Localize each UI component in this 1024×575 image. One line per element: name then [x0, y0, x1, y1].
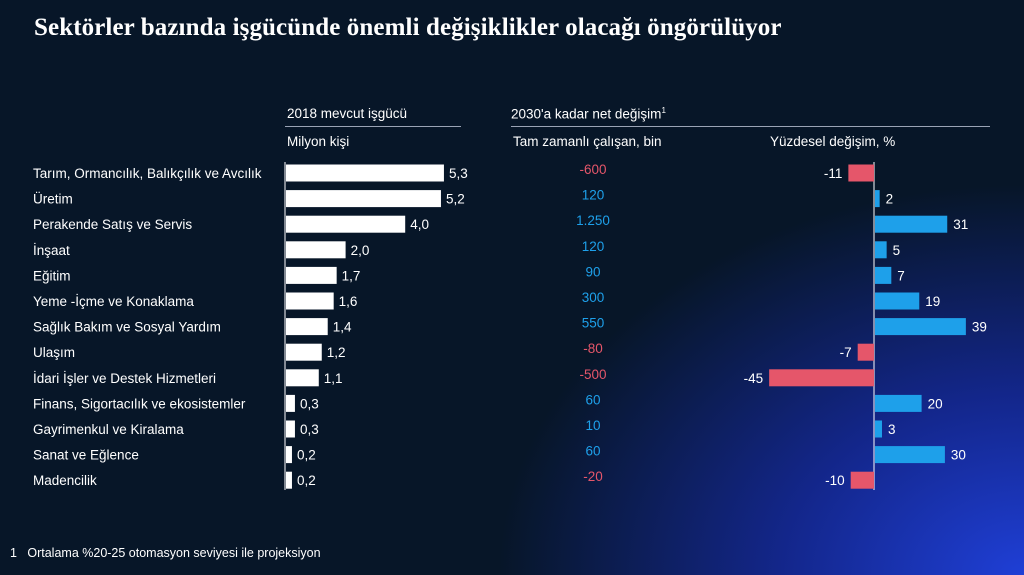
workforce-bar [286, 471, 292, 489]
pct-unit: Yüzdesel değişim, % [770, 134, 896, 149]
pct-change-label: -45 [744, 371, 764, 386]
pct-change-bar [875, 215, 948, 233]
workforce-bar [286, 266, 337, 284]
fte-change-value: -500 [579, 367, 606, 382]
workforce-value-label: 0,2 [297, 473, 316, 488]
pct-change-bar [848, 164, 874, 182]
pct-change-label: 39 [972, 320, 987, 335]
pct-change-bar [875, 292, 920, 310]
pct-change-label: 30 [951, 448, 966, 463]
workforce-value-label: 1,6 [339, 294, 358, 309]
workforce-header: 2018 mevcut işgücü [287, 106, 408, 121]
workforce-bar [286, 190, 441, 208]
workforce-header-rule [285, 126, 461, 127]
workforce-value-label: 5,2 [446, 192, 465, 207]
category-label: Madencilik [33, 473, 97, 488]
workforce-bar [286, 420, 295, 438]
workforce-value-label: 1,4 [333, 320, 352, 335]
workforce-bar [286, 394, 295, 412]
fte-unit: Tam zamanlı çalışan, bin [513, 134, 662, 149]
fte-change-value: 60 [585, 444, 600, 459]
pct-change-label: 5 [893, 243, 901, 258]
pct-change-bar [875, 241, 887, 259]
category-label: Sağlık Bakım ve Sosyal Yardım [33, 320, 221, 335]
workforce-value-label: 0,2 [297, 448, 316, 463]
category-label: Gayrimenkul ve Kiralama [33, 422, 184, 437]
pct-change-label: -11 [824, 166, 843, 181]
workforce-bar [286, 292, 334, 310]
workforce-value-label: 5,3 [449, 166, 468, 181]
workforce-bar [286, 318, 328, 336]
change-header-footnote-mark: 1 [661, 106, 666, 115]
workforce-value-label: 1,1 [324, 371, 343, 386]
workforce-bar [286, 343, 322, 361]
pct-change-bar [857, 343, 874, 361]
fte-change-value: 300 [582, 290, 605, 305]
pct-change-label: -10 [825, 473, 845, 488]
workforce-bar [286, 164, 444, 182]
pct-change-label: 2 [886, 192, 894, 207]
workforce-bar [286, 446, 292, 464]
pct-change-label: 20 [928, 396, 943, 411]
fte-change-value: 550 [582, 316, 605, 331]
pct-change-bar [875, 318, 966, 336]
fte-change-value: -80 [583, 341, 603, 356]
workforce-bar [286, 369, 319, 387]
pct-change-bar [875, 190, 880, 208]
change-header: 2030'a kadar net değişim1 [511, 106, 666, 122]
workforce-value-label: 2,0 [351, 243, 370, 258]
fte-change-value: 90 [585, 264, 600, 279]
footnote: 1 Ortalama %20-25 otomasyon seviyesi ile… [10, 546, 321, 560]
category-label: Eğitim [33, 268, 71, 283]
change-header-text: 2030'a kadar net değişim [511, 106, 662, 122]
pct-change-bar [850, 471, 874, 489]
fte-change-value: 120 [582, 239, 605, 254]
pct-change-bar [875, 266, 892, 284]
category-label: İdari İşler ve Destek Hizmetleri [33, 371, 216, 386]
pct-change-label: 7 [897, 268, 905, 283]
pct-change-label: 3 [888, 422, 896, 437]
footnote-text: Ortalama %20-25 otomasyon seviyesi ile p… [27, 546, 321, 560]
fte-change-value: 60 [585, 392, 600, 407]
category-label: Finans, Sigortacılık ve ekosistemler [33, 396, 246, 411]
category-label: İnşaat [33, 243, 70, 258]
pct-change-bar [769, 369, 874, 387]
pct-change-bar [875, 394, 922, 412]
category-label: Perakende Satış ve Servis [33, 217, 192, 232]
category-label: Üretim [33, 192, 73, 207]
workforce-value-label: 0,3 [300, 422, 319, 437]
workforce-value-label: 0,3 [300, 396, 319, 411]
workforce-bar [286, 241, 346, 259]
pct-change-label: 19 [925, 294, 940, 309]
workforce-value-label: 1,7 [342, 268, 361, 283]
chart-title: Sektörler bazında işgücünde önemli değiş… [34, 14, 782, 41]
workforce-bar [286, 215, 406, 233]
footnote-marker: 1 [10, 546, 17, 560]
pct-change-label: 31 [953, 217, 968, 232]
fte-change-value: -600 [579, 162, 606, 177]
pct-change-bar [875, 446, 945, 464]
workforce-value-label: 4,0 [410, 217, 429, 232]
category-label: Sanat ve Eğlence [33, 448, 139, 463]
category-label: Yeme -İçme ve Konaklama [33, 294, 194, 309]
fte-change-value: -20 [583, 469, 603, 484]
category-label: Ulaşım [33, 345, 75, 360]
change-header-rule [511, 126, 990, 127]
fte-change-value: 10 [585, 418, 600, 433]
pct-change-bar [875, 420, 882, 438]
fte-change-value: 1.250 [576, 213, 610, 228]
workforce-unit: Milyon kişi [287, 134, 350, 149]
fte-change-value: 120 [582, 188, 605, 203]
category-label: Tarım, Ormancılık, Balıkçılık ve Avcılık [33, 166, 262, 181]
pct-change-label: -7 [840, 345, 852, 360]
workforce-value-label: 1,2 [327, 345, 346, 360]
